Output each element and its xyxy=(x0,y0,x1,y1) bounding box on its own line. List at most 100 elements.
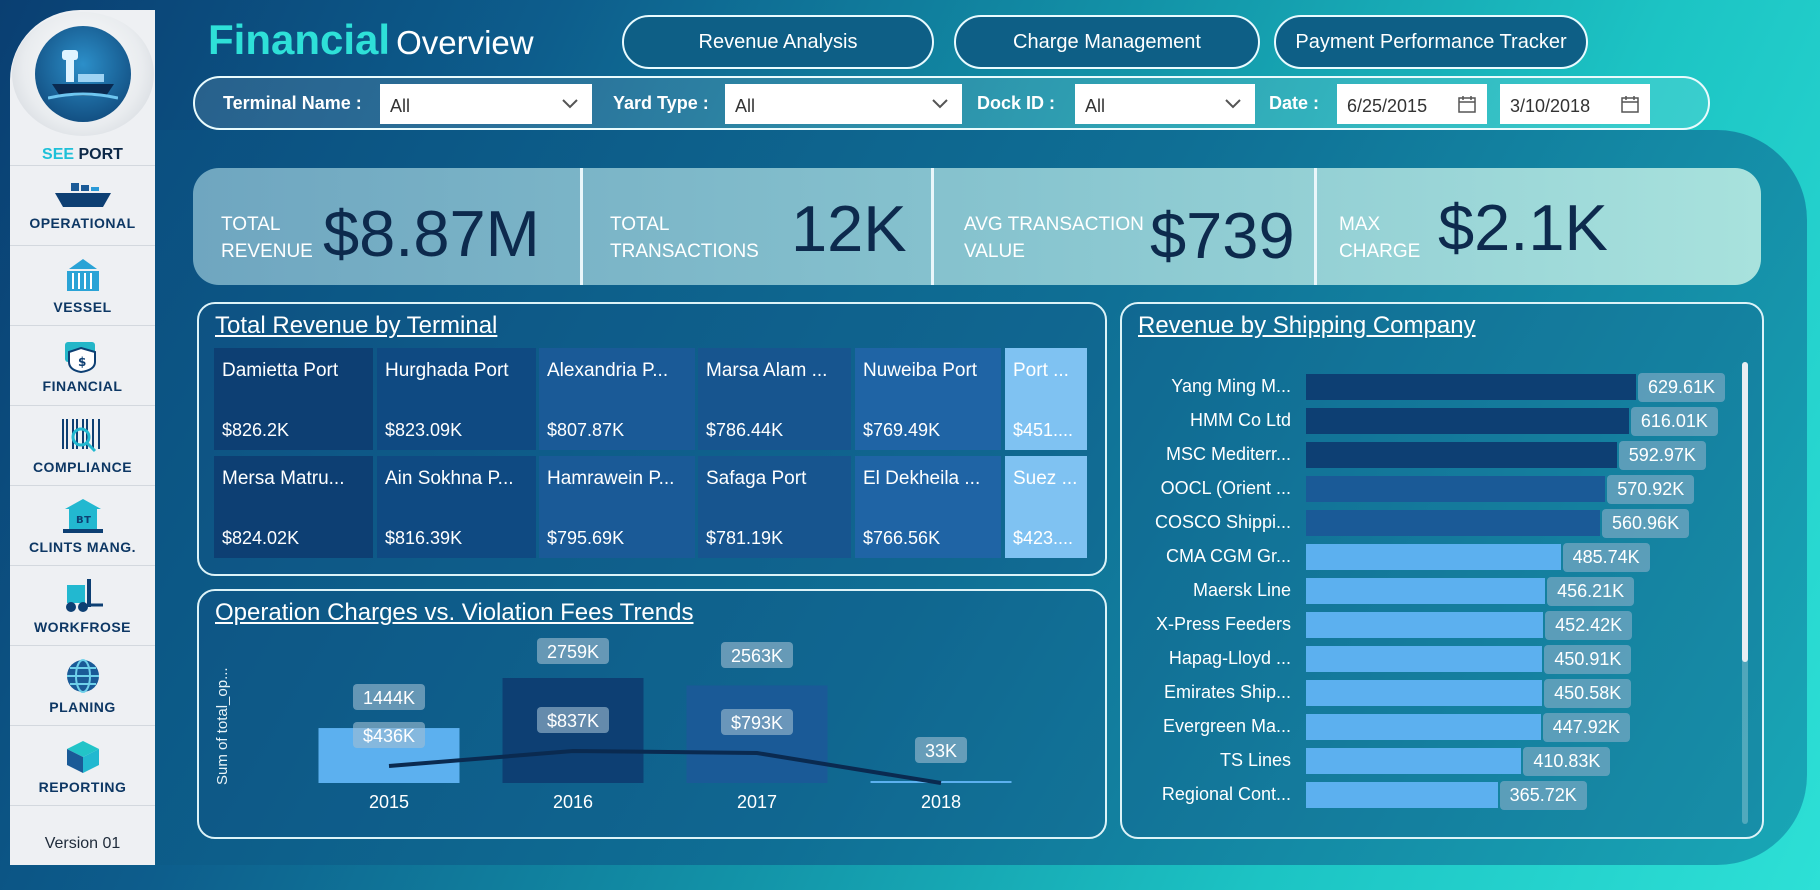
company-bar[interactable] xyxy=(1306,374,1636,400)
company-bar[interactable] xyxy=(1306,578,1546,604)
filter-bar: Terminal Name : All Yard Type : All Dock… xyxy=(193,76,1710,130)
version-label: Version 01 xyxy=(44,835,121,852)
treemap-tile[interactable]: Hurghada Port $823.09K xyxy=(377,348,536,450)
treemap-tile[interactable]: Alexandria P... $807.87K xyxy=(539,348,695,450)
company-label: Maersk Line xyxy=(1192,580,1291,600)
tile-value: $781.19K xyxy=(706,528,784,548)
money-icon: $ xyxy=(64,341,96,373)
company-bar[interactable] xyxy=(1306,646,1543,672)
payment-performance-button[interactable]: Payment Performance Tracker xyxy=(1274,15,1588,69)
terminal-name-label: Terminal Name : xyxy=(223,93,362,113)
charge-management-button[interactable]: Charge Management xyxy=(954,15,1260,69)
calendar-icon[interactable] xyxy=(1620,94,1640,114)
terminal-name-dropdown[interactable]: All xyxy=(380,84,592,124)
bar-value-label: 560.96K xyxy=(1602,509,1690,538)
bar-value-label: 456.21K xyxy=(1547,577,1635,606)
treemap-tile[interactable]: Hamrawein P... $795.69K xyxy=(539,456,695,558)
tile-value: $816.39K xyxy=(385,528,463,548)
tile-value: $423.... xyxy=(1013,528,1074,548)
company-bar[interactable] xyxy=(1306,782,1498,808)
sidebar-item-planning[interactable]: PLANING xyxy=(10,645,155,725)
tile-value: $824.02K xyxy=(222,528,300,548)
tile-name: Alexandria P... xyxy=(547,360,669,381)
date-label: Date : xyxy=(1269,93,1320,113)
date-to-input[interactable]: 3/10/2018 xyxy=(1500,84,1650,124)
treemap-tile[interactable]: Marsa Alam ... $786.44K xyxy=(698,348,851,450)
bar-value-label: 485.74K xyxy=(1562,543,1650,572)
dock-id-dropdown[interactable]: All xyxy=(1075,84,1255,124)
shipping-title: Revenue by Shipping Company xyxy=(1138,312,1476,339)
company-bar[interactable] xyxy=(1306,510,1601,536)
company-bar[interactable] xyxy=(1306,612,1544,638)
chevron-down-icon xyxy=(1225,99,1241,109)
ship-icon xyxy=(54,182,111,207)
combo-title: Operation Charges vs. Violation Fees Tre… xyxy=(215,599,694,626)
company-bar[interactable] xyxy=(1306,680,1543,706)
treemap-tile[interactable]: Mersa Matru... $824.02K xyxy=(214,456,373,558)
container-icon xyxy=(66,258,99,291)
box-icon xyxy=(66,740,99,773)
bar-value-label: 592.97K xyxy=(1618,441,1706,470)
treemap-tile[interactable]: Ain Sokhna P... $816.39K xyxy=(377,456,536,558)
company-bar[interactable] xyxy=(1306,544,1561,570)
tile-name: Ain Sokhna P... xyxy=(385,468,514,489)
company-bar[interactable] xyxy=(1306,442,1617,468)
bar-value-label: 452.42K xyxy=(1545,611,1633,640)
company-bar[interactable] xyxy=(1306,408,1629,434)
tile-name: Hurghada Port xyxy=(385,360,509,381)
charges-trend-panel: Operation Charges vs. Violation Fees Tre… xyxy=(197,589,1107,839)
tile-value: $766.56K xyxy=(863,528,941,548)
chevron-down-icon xyxy=(562,99,578,109)
company-label: X-Press Feeders xyxy=(1155,614,1291,634)
sidebar-item-clients[interactable]: BT CLINTS MANG. xyxy=(10,485,155,565)
scrollbar-track[interactable] xyxy=(1742,362,1748,824)
sidebar-item-vessel[interactable]: VESSEL xyxy=(10,245,155,325)
treemap-tile[interactable]: Damietta Port $826.2K xyxy=(214,348,373,450)
company-label: Yang Ming M... xyxy=(1171,376,1291,396)
kpi-total-transactions: TOTAL TRANSACTIONS 12K xyxy=(610,192,907,265)
company-label: HMM Co Ltd xyxy=(1189,410,1291,430)
globe-icon xyxy=(66,658,99,693)
treemap-tile[interactable]: Port ... $451.... xyxy=(1005,348,1087,450)
treemap-tile[interactable]: Suez ... $423.... xyxy=(1005,456,1087,558)
yard-type-label: Yard Type : xyxy=(613,93,709,113)
treemap-tile[interactable]: El Dekheila ... $766.56K xyxy=(855,456,1001,558)
tile-name: Suez ... xyxy=(1013,468,1078,489)
sidebar-item-operational[interactable]: OPERATIONAL xyxy=(10,165,155,245)
dock-id-label: Dock ID : xyxy=(977,93,1056,113)
chevron-down-icon xyxy=(932,99,948,109)
scrollbar-thumb[interactable] xyxy=(1742,362,1748,662)
kpi-total-revenue: TOTAL REVENUE $8.87M xyxy=(221,197,540,270)
date-from-input[interactable]: 6/25/2015 xyxy=(1337,84,1487,124)
company-label: Evergreen Ma... xyxy=(1162,716,1291,736)
yard-type-dropdown[interactable]: All xyxy=(725,84,962,124)
svg-text:$: $ xyxy=(78,355,87,369)
brand-name: SEE PORT xyxy=(42,146,123,163)
bar-value-label: 410.83K xyxy=(1523,747,1611,776)
tile-value: $807.87K xyxy=(547,420,625,440)
sidebar-item-reporting[interactable]: REPORTING xyxy=(10,725,155,805)
treemap-tile[interactable]: Safaga Port $781.19K xyxy=(698,456,851,558)
sidebar-item-compliance[interactable]: COMPLIANCE xyxy=(10,405,155,485)
calendar-icon[interactable] xyxy=(1457,94,1477,114)
company-label: Hapag-Lloyd ... xyxy=(1168,648,1291,668)
tile-name: El Dekheila ... xyxy=(863,468,981,489)
tile-value: $826.2K xyxy=(222,420,290,440)
sidebar-item-financial[interactable]: $ FINANCIAL xyxy=(10,325,155,405)
kpi-max-charge: MAX CHARGE $2.1K xyxy=(1339,191,1608,264)
revenue-analysis-button[interactable]: Revenue Analysis xyxy=(622,15,934,69)
sidebar-item-workforce[interactable]: WORKFROSE xyxy=(10,565,155,645)
tile-name: Damietta Port xyxy=(222,360,339,381)
tile-value: $769.49K xyxy=(863,420,941,440)
tile-name: Hamrawein P... xyxy=(547,468,675,489)
treemap-tile[interactable]: Nuweiba Port $769.49K xyxy=(855,348,1001,450)
kpi-strip: TOTAL REVENUE $8.87M TOTAL TRANSACTIONS 12… xyxy=(193,168,1761,285)
company-label: Emirates Ship... xyxy=(1163,682,1291,702)
company-bar[interactable] xyxy=(1306,748,1522,774)
company-bar[interactable] xyxy=(1306,714,1541,740)
company-label: OOCL (Orient ... xyxy=(1160,478,1291,498)
company-bar[interactable] xyxy=(1306,476,1606,502)
treemap-title: Total Revenue by Terminal xyxy=(215,312,498,339)
company-label: TS Lines xyxy=(1219,750,1291,770)
tile-value: $451.... xyxy=(1013,420,1074,440)
